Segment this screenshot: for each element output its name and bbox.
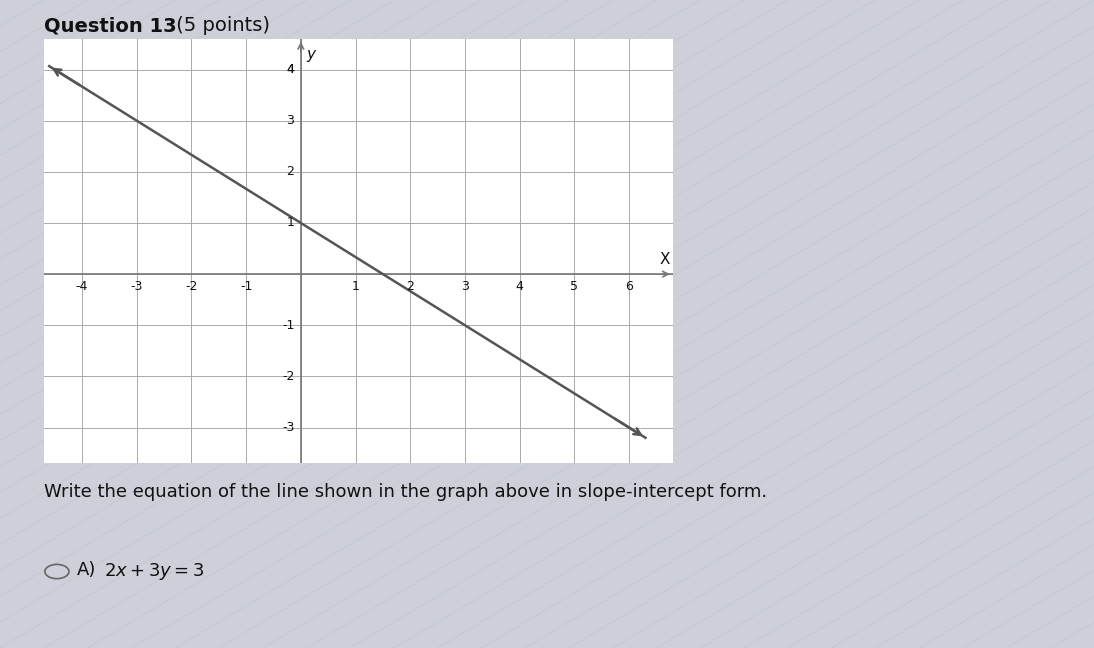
Text: 3: 3	[287, 114, 294, 127]
Text: 6: 6	[625, 280, 633, 294]
Text: A): A)	[77, 561, 96, 579]
Text: 2: 2	[287, 165, 294, 178]
Text: 3: 3	[461, 280, 469, 294]
Text: 1: 1	[351, 280, 360, 294]
Text: Write the equation of the line shown in the graph above in slope-intercept form.: Write the equation of the line shown in …	[44, 483, 767, 501]
Text: 2: 2	[406, 280, 415, 294]
Text: -3: -3	[282, 421, 294, 434]
Text: 4: 4	[515, 280, 524, 294]
Text: 4: 4	[287, 63, 294, 76]
Text: 4: 4	[287, 63, 294, 76]
Text: -2: -2	[282, 370, 294, 383]
Text: 1: 1	[287, 216, 294, 229]
Text: X: X	[660, 253, 670, 268]
Text: $2x + 3y = 3$: $2x + 3y = 3$	[104, 561, 205, 581]
Text: 5: 5	[570, 280, 579, 294]
Text: -1: -1	[240, 280, 253, 294]
Text: -2: -2	[185, 280, 198, 294]
Text: (5 points): (5 points)	[170, 16, 269, 35]
Text: Question 13: Question 13	[44, 16, 176, 35]
Text: -3: -3	[130, 280, 143, 294]
Text: y: y	[306, 47, 315, 62]
Text: -4: -4	[75, 280, 89, 294]
Text: -1: -1	[282, 319, 294, 332]
